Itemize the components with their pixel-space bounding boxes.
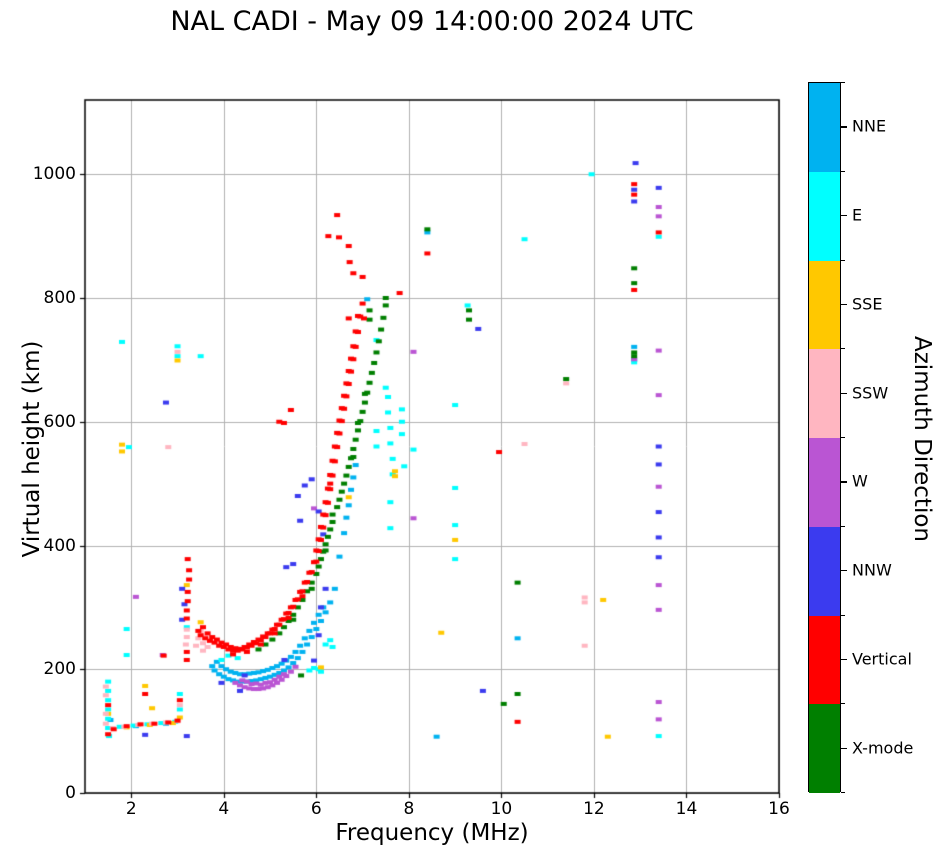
- colorbar-boundary-tick: [841, 792, 845, 794]
- y-tick-label: 600: [43, 411, 76, 432]
- colorbar-boundary-tick: [841, 170, 845, 172]
- colorbar-tick: [841, 392, 847, 394]
- colorbar-label-vertical: Vertical: [852, 649, 912, 669]
- colorbar-label-x-mode: X-mode: [852, 738, 914, 758]
- colorbar-boundary-tick: [841, 348, 845, 350]
- colorbar-tick: [841, 303, 847, 306]
- y-tick-label: 800: [43, 288, 76, 308]
- colorbar-swatch-ssw: [809, 349, 840, 438]
- colorbar-label-e: E: [852, 205, 863, 225]
- colorbar-swatch-w: [809, 438, 840, 527]
- colorbar-label-nnw: NNW: [852, 560, 892, 580]
- x-tick-label: 2: [125, 799, 137, 819]
- colorbar-tick: [841, 215, 847, 217]
- x-tick-label: 14: [675, 799, 698, 819]
- y-tick-label: 200: [43, 659, 76, 680]
- colorbar-swatch-x-mode: [809, 704, 840, 793]
- colorbar-swatch-e: [809, 171, 840, 261]
- y-tick-label: 0: [65, 783, 76, 803]
- colorbar-tick: [841, 658, 847, 661]
- colorbar-boundary-tick: [841, 82, 845, 84]
- colorbar: [808, 82, 841, 793]
- colorbar-swatch-vertical: [809, 615, 840, 705]
- colorbar-boundary-tick: [841, 259, 845, 261]
- colorbar-swatch-nnw: [809, 526, 840, 616]
- x-tick-label: 12: [583, 799, 605, 819]
- colorbar-tick: [841, 481, 847, 483]
- colorbar-boundary-tick: [841, 437, 845, 439]
- colorbar-tick: [841, 126, 847, 128]
- colorbar-label-nne: NNE: [852, 116, 887, 136]
- colorbar-swatch-sse: [809, 260, 840, 350]
- colorbar-axis-label: Azimuth Direction: [909, 336, 935, 542]
- x-tick-label: 16: [768, 799, 790, 819]
- colorbar-boundary-tick: [841, 525, 845, 527]
- colorbar-label-ssw: SSW: [852, 383, 889, 403]
- colorbar-label-sse: SSE: [852, 294, 883, 314]
- y-tick-label: 400: [43, 535, 76, 556]
- y-tick-label: 1000: [32, 164, 76, 185]
- colorbar-boundary-tick: [841, 614, 845, 616]
- colorbar-swatch-nne: [809, 83, 840, 172]
- x-tick-label: 4: [218, 799, 230, 819]
- x-tick-label: 6: [310, 799, 322, 819]
- x-axis-label: Frequency (MHz): [335, 820, 529, 846]
- x-tick-label: 10: [490, 799, 513, 819]
- colorbar-label-w: W: [852, 471, 868, 491]
- colorbar-tick: [841, 747, 847, 749]
- x-tick-label: 8: [403, 799, 415, 819]
- colorbar-tick: [841, 570, 847, 572]
- colorbar-boundary-tick: [841, 703, 845, 705]
